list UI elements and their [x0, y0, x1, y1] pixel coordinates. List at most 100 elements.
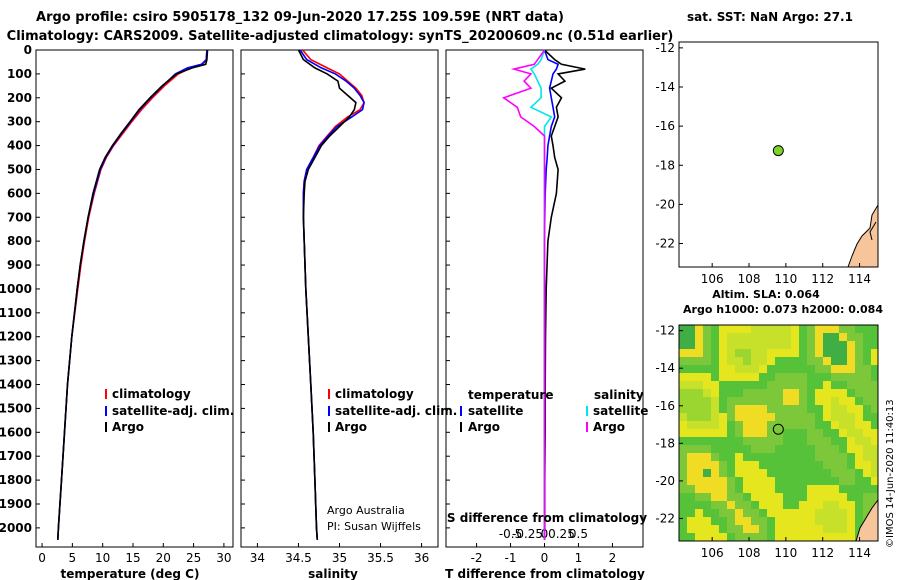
sla-cell [831, 325, 839, 333]
sla-cell [823, 461, 831, 469]
sla-cell [831, 413, 839, 421]
sla-cell [831, 373, 839, 381]
depth-tick-label: 1500 [0, 401, 32, 415]
sla-cell [791, 469, 799, 477]
sla-cell [799, 533, 807, 541]
temperature-series [57, 49, 209, 540]
sla-cell [679, 333, 687, 341]
sla-cell [711, 325, 719, 333]
difference-legend: temperature salinity satellite Argo sate… [460, 388, 648, 434]
sla-cell [783, 461, 791, 469]
sla-cell [711, 525, 719, 533]
sla-cell [855, 517, 863, 525]
sla-cell [743, 509, 751, 517]
sla-cell [703, 341, 711, 349]
salinity-x-axis: 34 34.5 35 35.5 36 [250, 543, 429, 565]
sla-cell [687, 501, 695, 509]
legend-header-salinity: salinity [594, 388, 644, 402]
sla-cell [783, 469, 791, 477]
depth-tick-label: 600 [7, 186, 32, 200]
sla-cell [847, 501, 855, 509]
sla-cell [703, 333, 711, 341]
sla-cell [751, 349, 759, 357]
sla-cell [719, 501, 727, 509]
sla-cell [687, 493, 695, 501]
sla-cell [783, 365, 791, 373]
sla-cell [679, 493, 687, 501]
sla-cell [823, 469, 831, 477]
sla-cell [815, 533, 823, 541]
sla-cell [839, 325, 847, 333]
sla-cell [847, 381, 855, 389]
sla-field [679, 325, 878, 541]
sla-cell [695, 381, 703, 389]
lon-tick-label: 106 [701, 546, 724, 560]
sla-cell [703, 349, 711, 357]
credit-line-1: Argo Australia [327, 504, 405, 517]
sla-cell [767, 453, 775, 461]
sla-cell [727, 405, 735, 413]
sla-cell [791, 437, 799, 445]
sla-cell [719, 421, 727, 429]
sla-cell [775, 349, 783, 357]
sla-cell [759, 413, 767, 421]
sla-cell [759, 517, 767, 525]
sla-cell [711, 501, 719, 509]
sla-cell [687, 525, 695, 533]
sla-cell [839, 509, 847, 517]
sla-cell [855, 461, 863, 469]
sla-cell [695, 445, 703, 453]
sla-cell [679, 413, 687, 421]
sla-cell [815, 525, 823, 533]
sla-cell [759, 333, 767, 341]
depth-tick-label: 1800 [0, 473, 32, 487]
sla-cell [799, 445, 807, 453]
sla-cell [775, 477, 783, 485]
sla-cell [847, 437, 855, 445]
sla-cell [695, 525, 703, 533]
sla-cell [823, 429, 831, 437]
sla-cell [855, 341, 863, 349]
sla-cell [727, 509, 735, 517]
sla-cell [815, 445, 823, 453]
sla-cell [703, 501, 711, 509]
sla-cell [815, 517, 823, 525]
sla-cell [807, 365, 815, 373]
sla-cell [743, 381, 751, 389]
sla-cell [855, 477, 863, 485]
sla-cell [815, 325, 823, 333]
sla-cell [743, 469, 751, 477]
lon-tick-label: 112 [811, 272, 834, 286]
sla-cell [815, 397, 823, 405]
sla-cell [743, 533, 751, 541]
sla-cell [695, 485, 703, 493]
x-tick-label: 2 [609, 551, 617, 565]
sla-cell [847, 365, 855, 373]
sla-cell [823, 333, 831, 341]
sla-cell [799, 421, 807, 429]
sla-cell [807, 533, 815, 541]
sla-cell [839, 357, 847, 365]
sla-cell [783, 421, 791, 429]
sla-cell [743, 485, 751, 493]
lat-tick-label: -16 [655, 119, 675, 133]
sla-cell [855, 445, 863, 453]
x-tick-label: 35.5 [367, 551, 394, 565]
sla-cell [767, 381, 775, 389]
sla-cell [847, 405, 855, 413]
sla-cell [719, 533, 727, 541]
sla-cell [855, 485, 863, 493]
sla-cell [695, 325, 703, 333]
sla-cell [775, 493, 783, 501]
sla-cell [751, 381, 759, 389]
sla-cell [743, 357, 751, 365]
sla-cell [743, 341, 751, 349]
sla-cell [823, 357, 831, 365]
sla-cell [799, 525, 807, 533]
sla-cell [727, 493, 735, 501]
sla-cell [759, 533, 767, 541]
sla-cell [799, 437, 807, 445]
sla-cell [767, 341, 775, 349]
sla-cell [863, 341, 871, 349]
sla-cell [863, 397, 871, 405]
